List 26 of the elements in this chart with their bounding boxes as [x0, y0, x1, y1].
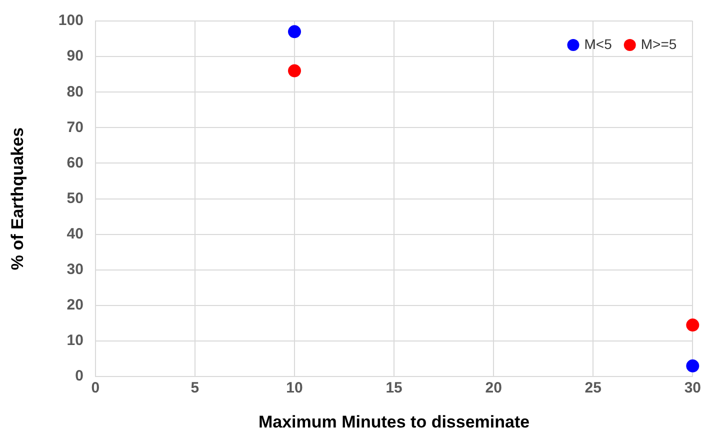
y-tick-label: 50: [66, 190, 84, 207]
y-tick-label: 80: [66, 83, 84, 100]
y-axis-title: % of Earthquakes: [8, 127, 27, 270]
point: [288, 64, 302, 78]
x-tick-label: 5: [190, 380, 200, 397]
y-tick-label: 70: [66, 118, 84, 136]
y-tick-label: 60: [66, 154, 84, 172]
x-tick-label: 20: [485, 380, 502, 397]
y-tick-label: 0: [75, 368, 84, 385]
y-tick-label: 10: [66, 332, 84, 350]
x-axis-title: Maximum Minutes to disseminate: [258, 412, 530, 432]
point: [288, 25, 302, 38]
x-tick-label: 25: [584, 380, 602, 397]
x-tick-label: 30: [684, 380, 701, 397]
y-tick-label: 90: [66, 48, 84, 65]
y-tick-label: 20: [66, 296, 84, 314]
point: [686, 318, 700, 332]
x-tick-label: 10: [286, 380, 303, 397]
x-tick-label: 0: [91, 380, 100, 397]
legend-label: M<5: [584, 36, 612, 52]
y-tick-label: 30: [66, 261, 84, 278]
y-tick-label: 100: [58, 12, 84, 30]
legend-label: M>=5: [640, 36, 677, 52]
point: [686, 359, 700, 372]
x-tick-label: 15: [386, 380, 402, 397]
y-tick-label: 40: [66, 226, 84, 242]
